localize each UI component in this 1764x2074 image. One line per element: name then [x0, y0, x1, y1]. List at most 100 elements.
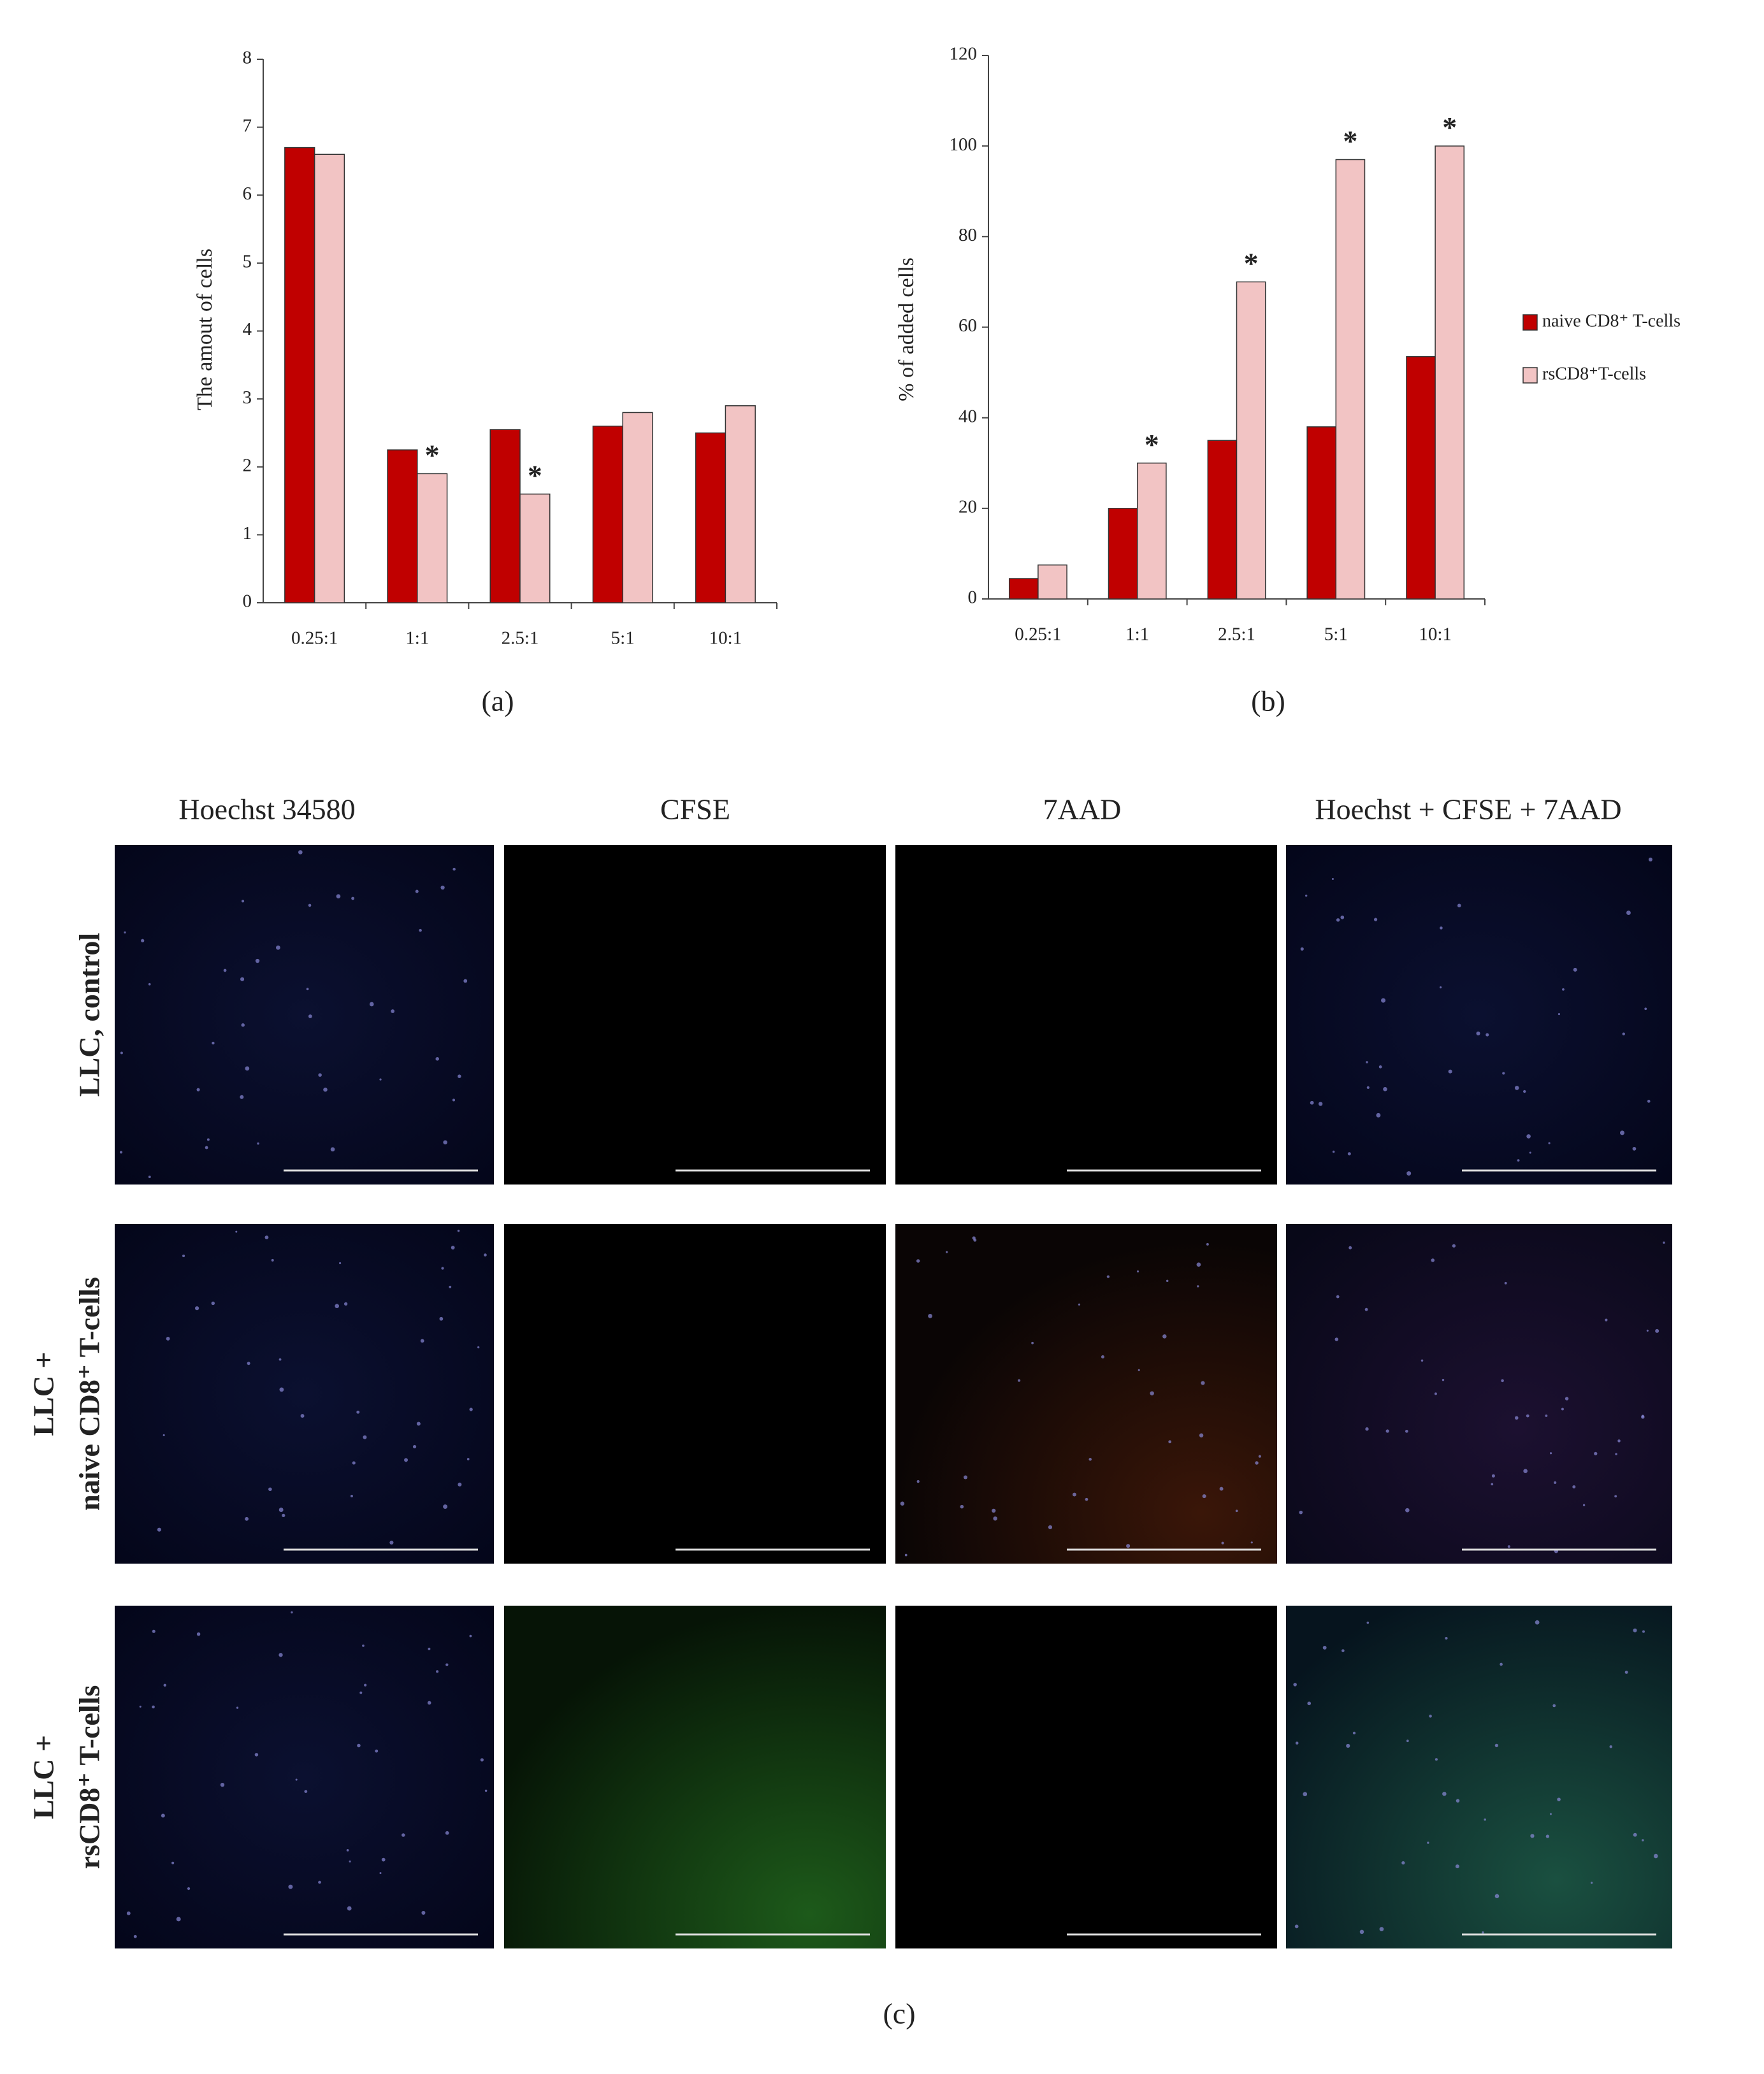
cell-dot — [330, 1147, 335, 1152]
cell-dot — [443, 1140, 447, 1145]
x-tick-label: 0.25:1 — [1015, 624, 1061, 645]
cell-dot — [347, 1906, 352, 1911]
cell-dot — [1373, 918, 1378, 921]
cell-dot — [1138, 1369, 1140, 1371]
cell-dot — [206, 1138, 210, 1141]
significance-marker: * — [425, 438, 440, 471]
cell-dot — [419, 928, 422, 932]
cell-dot — [993, 1516, 997, 1521]
bar — [1236, 281, 1266, 600]
cell-dot — [1250, 1541, 1253, 1544]
cell-dot — [1609, 1745, 1612, 1748]
significance-marker: * — [1343, 124, 1357, 157]
cell-dot — [1549, 1813, 1552, 1815]
cell-dot — [152, 1705, 155, 1709]
cell-dot — [1548, 1142, 1551, 1144]
cell-dot — [363, 1435, 367, 1439]
cell-dot — [1101, 1355, 1104, 1358]
x-tick-label: 0.25:1 — [291, 628, 338, 649]
cell-dot — [236, 1706, 239, 1709]
cell-dot — [295, 1778, 298, 1781]
y-tick-label: 0 — [243, 591, 252, 612]
cell-dot — [343, 1302, 348, 1306]
cell-dot — [1561, 1408, 1564, 1411]
cell-dot — [1318, 1102, 1323, 1106]
cell-dot — [1258, 1455, 1261, 1458]
cell-dot — [440, 885, 445, 890]
x-tick-label: 1:1 — [405, 628, 429, 649]
micrograph — [504, 1606, 886, 1948]
cell-dot — [916, 1480, 920, 1483]
cell-dot — [439, 1316, 444, 1321]
cell-dot — [389, 1540, 394, 1545]
cell-dot — [1334, 1337, 1339, 1341]
cell-dot — [1476, 1031, 1480, 1035]
cell-dot — [148, 1176, 151, 1178]
cell-dot — [300, 1414, 305, 1418]
cell-dot — [1491, 1474, 1495, 1478]
bar — [519, 493, 551, 603]
cell-dot — [457, 1229, 460, 1232]
cell-dot — [436, 1670, 439, 1673]
cell-dot — [1526, 1134, 1531, 1139]
cell-dot — [1514, 1416, 1519, 1420]
cell-dot — [412, 1444, 417, 1449]
cell-dot — [1293, 1683, 1297, 1687]
y-tick-label: 6 — [243, 184, 252, 204]
cell-dot — [458, 1482, 462, 1487]
cell-dot — [323, 1087, 328, 1092]
cell-dot — [1305, 895, 1308, 897]
bar — [725, 405, 756, 603]
cell-dot — [379, 1078, 382, 1081]
cell-dot — [176, 1917, 181, 1922]
cell-dot — [306, 988, 309, 991]
cell-dot — [1346, 1743, 1350, 1748]
cell-dot — [1646, 1329, 1649, 1332]
cell-dot — [1452, 1244, 1456, 1248]
significance-marker: * — [1145, 428, 1159, 461]
cell-dot — [148, 983, 151, 986]
panel-label: (c) — [883, 1998, 915, 2030]
cell-dot — [1486, 1033, 1489, 1037]
cell-dot — [1106, 1275, 1110, 1278]
significance-marker: * — [528, 459, 542, 491]
y-tick-label: 60 — [958, 315, 977, 336]
y-tick-label: 4 — [243, 319, 252, 340]
cell-dot — [1457, 904, 1461, 908]
cell-dot — [1605, 1318, 1608, 1321]
cell-dot — [1366, 1086, 1370, 1089]
cell-dot — [1048, 1525, 1053, 1529]
cell-dot — [1644, 1007, 1647, 1011]
cell-dot — [415, 889, 419, 893]
significance-marker: * — [1442, 111, 1457, 143]
cell-dot — [375, 1749, 379, 1753]
cell-dot — [278, 1358, 282, 1361]
y-tick-label: 80 — [958, 225, 977, 245]
bar — [417, 473, 448, 603]
cell-dot — [1168, 1440, 1172, 1444]
cell-dot — [1429, 1715, 1432, 1718]
cell-dot — [298, 850, 303, 854]
cell-dot — [124, 931, 126, 934]
cell-dot — [356, 1410, 360, 1414]
cell-dot — [992, 1508, 996, 1513]
cell-dot — [420, 1339, 424, 1343]
bar — [1108, 508, 1138, 600]
cell-dot — [120, 1051, 123, 1055]
cell-dot — [362, 1645, 365, 1647]
bar — [592, 426, 623, 603]
cell-dot — [1626, 911, 1631, 915]
cell-dot — [1582, 1504, 1586, 1506]
cell-dot — [379, 1872, 382, 1875]
cell-dot — [152, 1629, 155, 1633]
cell-dot — [351, 897, 355, 900]
cell-dot — [278, 1653, 283, 1657]
cell-dot — [1303, 1792, 1308, 1797]
micrograph — [895, 1224, 1277, 1564]
cell-dot — [1088, 1458, 1092, 1461]
cell-dot — [318, 1073, 322, 1077]
cell-dot — [1378, 1065, 1382, 1069]
cell-dot — [308, 1014, 312, 1018]
cell-dot — [1507, 1545, 1510, 1548]
cell-dot — [1455, 1864, 1459, 1869]
